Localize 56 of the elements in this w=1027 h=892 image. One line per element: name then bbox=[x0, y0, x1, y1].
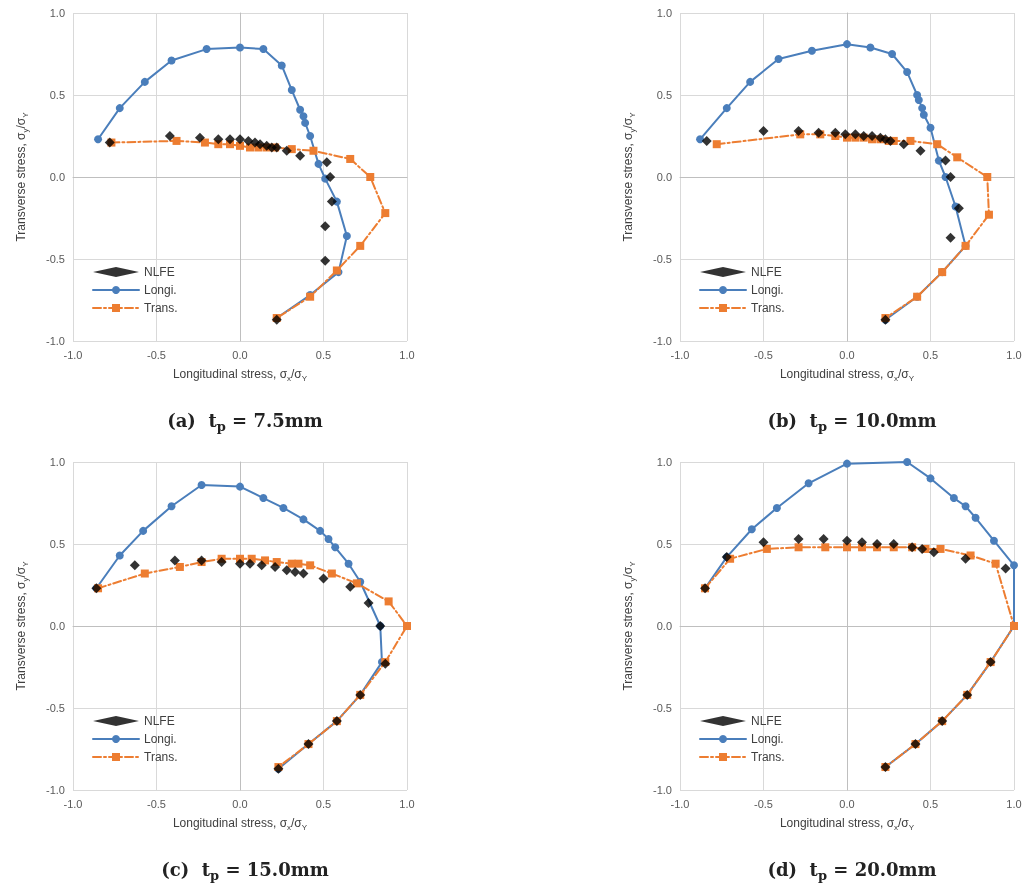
y-tick-label: 0.5 bbox=[656, 538, 672, 550]
x-tick-label: -0.5 bbox=[754, 348, 773, 361]
y-tick-label: 0.0 bbox=[49, 171, 65, 183]
legend-label: Longi. bbox=[144, 283, 177, 297]
y-tick-label: -1.0 bbox=[46, 335, 65, 347]
y-tick-label: 0.0 bbox=[49, 620, 65, 632]
y-tick-label: 0.5 bbox=[656, 89, 672, 101]
legend-label: Trans. bbox=[144, 750, 178, 764]
y-tick-label: 1.0 bbox=[49, 456, 65, 468]
x-tick-label: 0.0 bbox=[839, 348, 855, 361]
x-tick-label: -1.0 bbox=[670, 797, 690, 810]
x-tick-label: 0.0 bbox=[839, 797, 855, 810]
x-tick-label: 1.0 bbox=[399, 348, 415, 361]
y-tick-label: -1.0 bbox=[46, 784, 65, 796]
y-axis-title: Transverse stress, σy/σY bbox=[620, 111, 637, 242]
x-tick-label: 1.0 bbox=[1006, 348, 1022, 361]
legend-label: Trans. bbox=[751, 750, 785, 764]
legend-label: Trans. bbox=[144, 301, 178, 315]
legend-label: Longi. bbox=[751, 732, 784, 746]
x-tick-label: 1.0 bbox=[399, 797, 415, 810]
y-tick-label: 1.0 bbox=[656, 7, 672, 19]
y-tick-label: -1.0 bbox=[653, 784, 672, 796]
y-axis-title: Transverse stress, σy/σY bbox=[620, 560, 637, 691]
x-tick-label: 0.5 bbox=[315, 348, 332, 361]
legend-label: Trans. bbox=[751, 301, 785, 315]
legend-label: NLFE bbox=[751, 265, 782, 279]
x-tick-label: 0.0 bbox=[232, 348, 248, 361]
x-tick-label: -0.5 bbox=[754, 797, 773, 810]
x-tick-label: -0.5 bbox=[147, 797, 166, 810]
y-tick-label: 0.5 bbox=[49, 89, 65, 101]
legend-label: NLFE bbox=[144, 714, 175, 728]
x-tick-label: 1.0 bbox=[1006, 797, 1022, 810]
legend-label: Longi. bbox=[144, 732, 177, 746]
x-tick-label: -1.0 bbox=[670, 348, 690, 361]
y-tick-label: 1.0 bbox=[656, 456, 672, 468]
y-tick-label: 0.0 bbox=[656, 620, 672, 632]
y-tick-label: 0.0 bbox=[656, 171, 672, 183]
y-tick-label: -0.5 bbox=[46, 702, 65, 714]
x-tick-label: 0.5 bbox=[922, 348, 939, 361]
y-tick-label: -0.5 bbox=[653, 702, 672, 714]
x-tick-label: 0.5 bbox=[922, 797, 939, 810]
x-tick-label: -0.5 bbox=[147, 348, 166, 361]
legend-label: NLFE bbox=[751, 714, 782, 728]
x-tick-label: 0.0 bbox=[232, 797, 248, 810]
y-axis-title: Transverse stress, σy/σY bbox=[13, 111, 30, 242]
y-tick-label: -0.5 bbox=[653, 253, 672, 265]
legend-label: NLFE bbox=[144, 265, 175, 279]
x-tick-label: -1.0 bbox=[63, 348, 83, 361]
y-tick-label: 0.5 bbox=[49, 538, 65, 550]
x-tick-label: -1.0 bbox=[63, 797, 83, 810]
y-tick-label: -0.5 bbox=[46, 253, 65, 265]
y-axis-title: Transverse stress, σy/σY bbox=[13, 560, 30, 691]
legend-label: Longi. bbox=[751, 283, 784, 297]
y-tick-label: -1.0 bbox=[653, 335, 672, 347]
x-tick-label: 0.5 bbox=[315, 797, 332, 810]
y-tick-label: 1.0 bbox=[49, 7, 65, 19]
